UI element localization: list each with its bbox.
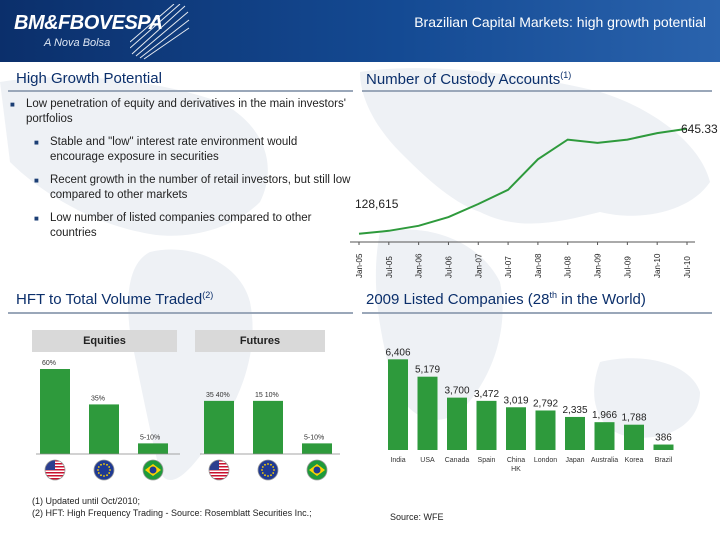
bullet-item: Recent growth in the number of retail in… [32,173,353,203]
growth-rule [8,90,353,92]
eu-flag-icon [93,459,115,481]
listed-value-label: 2,335 [562,405,587,416]
hft-bar-charts: 60% 35% 5-10% 35 40% 15 10% 5-10% [36,360,340,481]
futures-label: Futures [239,335,281,347]
listed-companies-chart: 6,406 India 5,179 USA 3,700 Canada 3,472 Spain 3… [385,347,674,473]
futures-value-label: 5-10% [304,434,324,441]
equities-value-label: 60% [42,360,56,367]
listed-category-label: Brazil [655,457,673,464]
us-flag-icon [44,459,66,481]
listed-value-label: 386 [655,433,672,444]
footnotes: (1) Updated until Oct/2010; (2) HFT: Hig… [32,495,312,519]
custody-x-tick-label: Jan-09 [594,253,603,278]
custody-x-tick-label: Jul-05 [385,256,394,278]
listed-category-label: India [390,457,405,464]
custody-x-tick-label: Jan-10 [653,253,662,278]
bullet-item: Low number of listed companies compared … [32,211,353,241]
equities-label: Equities [83,335,126,347]
custody-x-tick-label: Jan-08 [534,253,543,278]
custody-x-tick-label: Jul-07 [504,256,513,278]
listed-category-label: Canada [445,457,470,464]
custody-x-tick-label: Jan-07 [474,253,483,278]
futures-bar [302,443,332,454]
bullet-item: Stable and "low" interest rate environme… [32,135,353,165]
listed-category-label: Spain [478,457,496,464]
listed-category-label: Australia [591,457,618,464]
hft-title: HFT to Total Volume Traded(2) [16,290,214,308]
eu-flag-icon [257,459,279,481]
custody-x-tick-label: Jul-06 [444,256,453,278]
bovespa-swoosh-icon [130,4,190,60]
equities-bar [138,443,168,454]
listed-bar [535,410,556,450]
futures-header-box [195,330,325,352]
growth-title: High Growth Potential [16,70,162,87]
equities-value-label: 35% [91,395,105,402]
custody-x-tick-label: Jul-08 [564,256,573,278]
hft-rule [8,312,353,314]
listed-title: 2009 Listed Companies (28th in the World… [366,290,646,308]
listed-value-label: 3,700 [444,386,469,397]
listed-category-label: Japan [565,457,584,464]
footnote-1: (1) Updated until Oct/2010; [32,496,141,506]
listed-bar [417,376,438,450]
footnote-2: (2) HFT: High Frequency Trading - Source… [32,508,312,518]
brazil-flag-icon [142,459,164,481]
listed-value-label: 3,019 [503,395,528,406]
custody-x-tick-label: Jul-09 [623,256,632,278]
listed-value-label: 1,788 [621,413,646,424]
listed-value-label: 1,966 [592,410,617,421]
listed-category-label: HK [511,466,521,473]
listed-category-label: China [507,457,525,464]
equities-value-label: 5-10% [140,434,160,441]
listed-bar [476,400,497,450]
custody-end-label: 645.33 [681,122,718,136]
listed-category-label: USA [420,457,435,464]
futures-bar [253,400,283,454]
custody-rule [362,90,712,92]
listed-value-label: 5,179 [415,365,440,376]
listed-value-label: 2,792 [533,398,558,409]
listed-bar [624,424,644,450]
listed-bar [594,422,615,450]
futures-value-label: 15 10% [255,392,279,399]
custody-x-tick-label: Jul-10 [683,256,692,278]
custody-series-line [358,127,688,235]
logo-tagline: A Nova Bolsa [44,37,111,49]
custody-start-label: 128,615 [355,197,399,211]
custody-x-tick-label: Jan-05 [355,253,364,278]
listed-bar [653,444,674,450]
equities-bar [89,404,119,454]
header-band: BM&FBOVESPA A Nova Bolsa Brazilian Capit… [0,0,720,62]
brazil-flag-icon [306,459,328,481]
bullet-item: Low penetration of equity and derivative… [8,97,353,127]
equities-header-box [32,330,177,352]
logo: BM&FBOVESPA [14,12,163,34]
us-flag-icon [208,459,230,481]
custody-x-tick-label: Jan-06 [415,253,424,278]
custody-title: Number of Custody Accounts(1) [366,70,572,88]
listed-value-label: 6,406 [385,347,410,358]
page-title: Brazilian Capital Markets: high growth p… [414,14,706,30]
listed-source: Source: WFE [390,512,444,522]
listed-bar [447,397,467,450]
listed-bar [506,407,526,450]
listed-category-label: Korea [625,457,644,464]
listed-rule [362,312,712,314]
listed-bar [565,416,585,450]
listed-value-label: 3,472 [474,389,499,400]
futures-value-label: 35 40% [206,392,230,399]
equities-bar [40,369,70,454]
futures-bar [204,400,234,454]
listed-bar [388,359,408,450]
listed-category-label: London [534,457,557,464]
custody-accounts-chart: 128,615 645.33 Jan-05 Jul-05 Jan-06 Jul-06 J… [350,122,718,278]
growth-bullets: Low penetration of equity and derivative… [8,97,353,249]
